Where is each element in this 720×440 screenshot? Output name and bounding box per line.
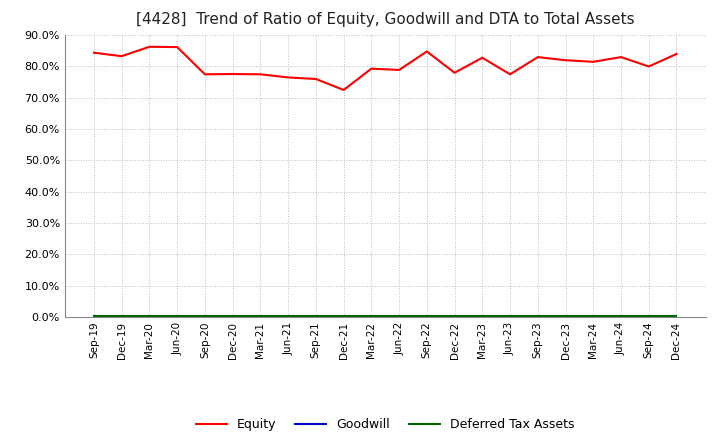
Equity bbox=[450, 70, 459, 75]
Equity bbox=[284, 75, 292, 80]
Goodwill bbox=[173, 314, 181, 319]
Goodwill bbox=[312, 314, 320, 319]
Deferred Tax Assets bbox=[561, 313, 570, 319]
Deferred Tax Assets bbox=[284, 313, 292, 319]
Equity bbox=[201, 72, 210, 77]
Deferred Tax Assets bbox=[616, 313, 625, 319]
Goodwill bbox=[284, 314, 292, 319]
Goodwill bbox=[117, 314, 126, 319]
Deferred Tax Assets bbox=[395, 313, 403, 319]
Deferred Tax Assets bbox=[423, 313, 431, 319]
Deferred Tax Assets bbox=[228, 313, 237, 319]
Equity bbox=[589, 59, 598, 64]
Goodwill bbox=[339, 314, 348, 319]
Goodwill bbox=[644, 314, 653, 319]
Goodwill bbox=[450, 314, 459, 319]
Deferred Tax Assets bbox=[117, 313, 126, 319]
Equity bbox=[616, 55, 625, 60]
Deferred Tax Assets bbox=[367, 313, 376, 319]
Equity bbox=[534, 55, 542, 60]
Goodwill bbox=[561, 314, 570, 319]
Deferred Tax Assets bbox=[450, 313, 459, 319]
Goodwill bbox=[367, 314, 376, 319]
Goodwill bbox=[228, 314, 237, 319]
Equity bbox=[256, 72, 265, 77]
Equity bbox=[505, 72, 514, 77]
Goodwill bbox=[256, 314, 265, 319]
Deferred Tax Assets bbox=[589, 313, 598, 319]
Deferred Tax Assets bbox=[672, 313, 681, 319]
Legend: Equity, Goodwill, Deferred Tax Assets: Equity, Goodwill, Deferred Tax Assets bbox=[191, 413, 580, 436]
Goodwill bbox=[423, 314, 431, 319]
Title: [4428]  Trend of Ratio of Equity, Goodwill and DTA to Total Assets: [4428] Trend of Ratio of Equity, Goodwil… bbox=[136, 12, 634, 27]
Deferred Tax Assets bbox=[339, 313, 348, 319]
Deferred Tax Assets bbox=[534, 313, 542, 319]
Equity bbox=[145, 44, 154, 49]
Deferred Tax Assets bbox=[256, 313, 265, 319]
Goodwill bbox=[89, 314, 98, 319]
Deferred Tax Assets bbox=[89, 313, 98, 319]
Deferred Tax Assets bbox=[312, 313, 320, 319]
Equity bbox=[117, 54, 126, 59]
Goodwill bbox=[145, 314, 154, 319]
Equity bbox=[672, 51, 681, 57]
Equity bbox=[312, 77, 320, 82]
Equity bbox=[478, 55, 487, 60]
Goodwill bbox=[616, 314, 625, 319]
Line: Equity: Equity bbox=[94, 47, 677, 90]
Goodwill bbox=[201, 314, 210, 319]
Goodwill bbox=[534, 314, 542, 319]
Goodwill bbox=[672, 314, 681, 319]
Goodwill bbox=[589, 314, 598, 319]
Goodwill bbox=[505, 314, 514, 319]
Goodwill bbox=[395, 314, 403, 319]
Equity bbox=[423, 49, 431, 54]
Equity bbox=[228, 71, 237, 77]
Equity bbox=[644, 64, 653, 69]
Equity bbox=[173, 44, 181, 50]
Equity bbox=[339, 87, 348, 92]
Deferred Tax Assets bbox=[505, 313, 514, 319]
Equity bbox=[561, 58, 570, 63]
Deferred Tax Assets bbox=[145, 313, 154, 319]
Deferred Tax Assets bbox=[173, 313, 181, 319]
Equity bbox=[367, 66, 376, 71]
Deferred Tax Assets bbox=[478, 313, 487, 319]
Deferred Tax Assets bbox=[201, 313, 210, 319]
Equity bbox=[89, 50, 98, 55]
Deferred Tax Assets bbox=[644, 313, 653, 319]
Equity bbox=[395, 67, 403, 73]
Goodwill bbox=[478, 314, 487, 319]
